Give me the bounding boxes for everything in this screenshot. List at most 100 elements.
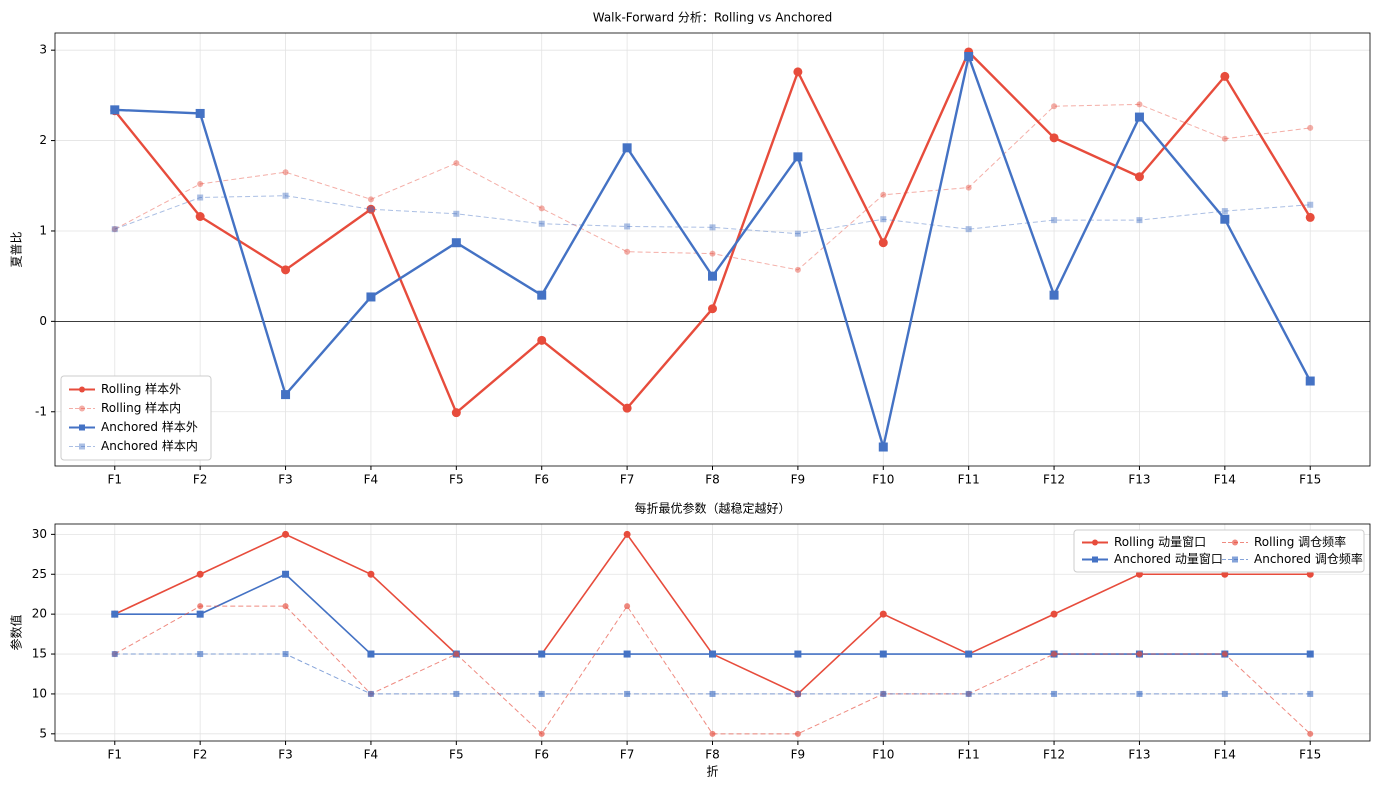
series-line xyxy=(114,653,1311,695)
x-tick-label: F10 xyxy=(872,473,894,487)
data-point xyxy=(1136,101,1143,108)
x-tick-label: F4 xyxy=(364,473,379,487)
data-point xyxy=(1221,690,1228,697)
chart-title: 每折最优参数（越稳定越好） xyxy=(634,501,790,516)
data-point xyxy=(197,194,204,201)
data-point xyxy=(1307,730,1314,737)
data-point xyxy=(965,226,972,233)
data-point xyxy=(282,651,289,658)
plot-frame xyxy=(54,523,1371,742)
data-point xyxy=(1136,651,1143,658)
data-point xyxy=(880,216,887,223)
x-tick-label: F12 xyxy=(1043,748,1065,762)
x-tick-label: F4 xyxy=(364,748,379,762)
x-axis-label: 折 xyxy=(706,764,718,779)
y-tick-label: 30 xyxy=(32,527,47,541)
data-point xyxy=(1307,201,1314,208)
data-point xyxy=(453,690,460,697)
data-point xyxy=(1135,570,1143,578)
data-point xyxy=(708,304,717,314)
data-point xyxy=(709,690,716,697)
x-tick-label: F14 xyxy=(1214,748,1236,762)
legend-box xyxy=(60,375,212,461)
data-point xyxy=(794,230,801,237)
data-point xyxy=(366,292,376,302)
y-tick-label: 15 xyxy=(32,647,47,661)
data-point xyxy=(197,603,204,610)
y-tick-label: 25 xyxy=(32,567,47,581)
data-point xyxy=(111,610,119,618)
data-point xyxy=(1134,172,1144,182)
x-tick-label: F8 xyxy=(705,473,720,487)
data-point xyxy=(538,220,545,227)
data-point xyxy=(1305,376,1315,386)
data-point xyxy=(195,108,205,118)
data-point xyxy=(965,690,972,697)
data-point xyxy=(964,52,974,62)
data-point xyxy=(367,650,375,658)
x-tick-label: F13 xyxy=(1128,748,1150,762)
data-point xyxy=(1049,290,1059,300)
data-point xyxy=(367,690,374,697)
x-tick-label: F2 xyxy=(193,473,208,487)
y-tick-label: 2 xyxy=(39,133,47,147)
y-tick-label: 5 xyxy=(39,726,47,740)
data-point xyxy=(794,730,801,737)
x-tick-label: F15 xyxy=(1299,473,1321,487)
x-tick-label: F12 xyxy=(1043,473,1065,487)
data-point xyxy=(281,390,291,400)
x-tick-label: F2 xyxy=(193,748,208,762)
data-point xyxy=(880,690,887,697)
x-tick-label: F3 xyxy=(278,748,293,762)
data-point xyxy=(1051,217,1058,224)
x-tick-label: F13 xyxy=(1128,473,1150,487)
data-point xyxy=(1136,690,1143,697)
x-tick-label: F6 xyxy=(534,748,549,762)
x-tick-label: F8 xyxy=(705,748,720,762)
data-point xyxy=(1221,208,1228,215)
legend-marker xyxy=(79,386,85,393)
chart-title: Walk-Forward 分析：Rolling vs Anchored xyxy=(593,11,833,25)
data-point xyxy=(453,160,460,167)
y-tick-label: 10 xyxy=(32,686,47,700)
data-point xyxy=(197,651,204,658)
data-point xyxy=(624,603,631,610)
legend-marker xyxy=(79,443,85,450)
x-tick-label: F11 xyxy=(958,473,980,487)
data-point xyxy=(794,690,801,697)
x-tick-label: F1 xyxy=(107,473,122,487)
data-point xyxy=(195,212,205,222)
data-point xyxy=(623,530,631,538)
data-point xyxy=(1051,103,1058,110)
x-tick-label: F10 xyxy=(872,748,894,762)
data-point xyxy=(879,610,887,618)
data-point xyxy=(622,403,632,413)
legend-label: Anchored 样本内 xyxy=(101,438,198,453)
data-point xyxy=(538,205,545,212)
data-point xyxy=(1220,214,1230,224)
data-point xyxy=(538,650,546,658)
x-tick-label: F5 xyxy=(449,473,464,487)
data-point xyxy=(793,152,803,162)
data-point xyxy=(538,730,545,737)
data-point xyxy=(622,143,632,153)
x-tick-label: F7 xyxy=(620,748,635,762)
data-point xyxy=(451,408,461,418)
y-tick-label: 1 xyxy=(39,223,47,237)
data-point xyxy=(965,184,972,191)
data-point xyxy=(366,204,376,214)
data-point xyxy=(282,530,290,538)
data-point xyxy=(1134,112,1144,122)
y-axis-label: 夏普比 xyxy=(10,231,24,267)
data-point xyxy=(1051,651,1058,658)
data-point xyxy=(196,610,204,618)
data-point xyxy=(110,105,120,115)
data-point xyxy=(794,266,801,273)
legend-label: Rolling 动量窗口 xyxy=(1114,535,1206,549)
x-tick-label: F1 xyxy=(107,748,122,762)
data-point xyxy=(1050,610,1058,618)
series-line xyxy=(114,103,1311,271)
data-point xyxy=(1051,690,1058,697)
data-point xyxy=(708,271,717,281)
